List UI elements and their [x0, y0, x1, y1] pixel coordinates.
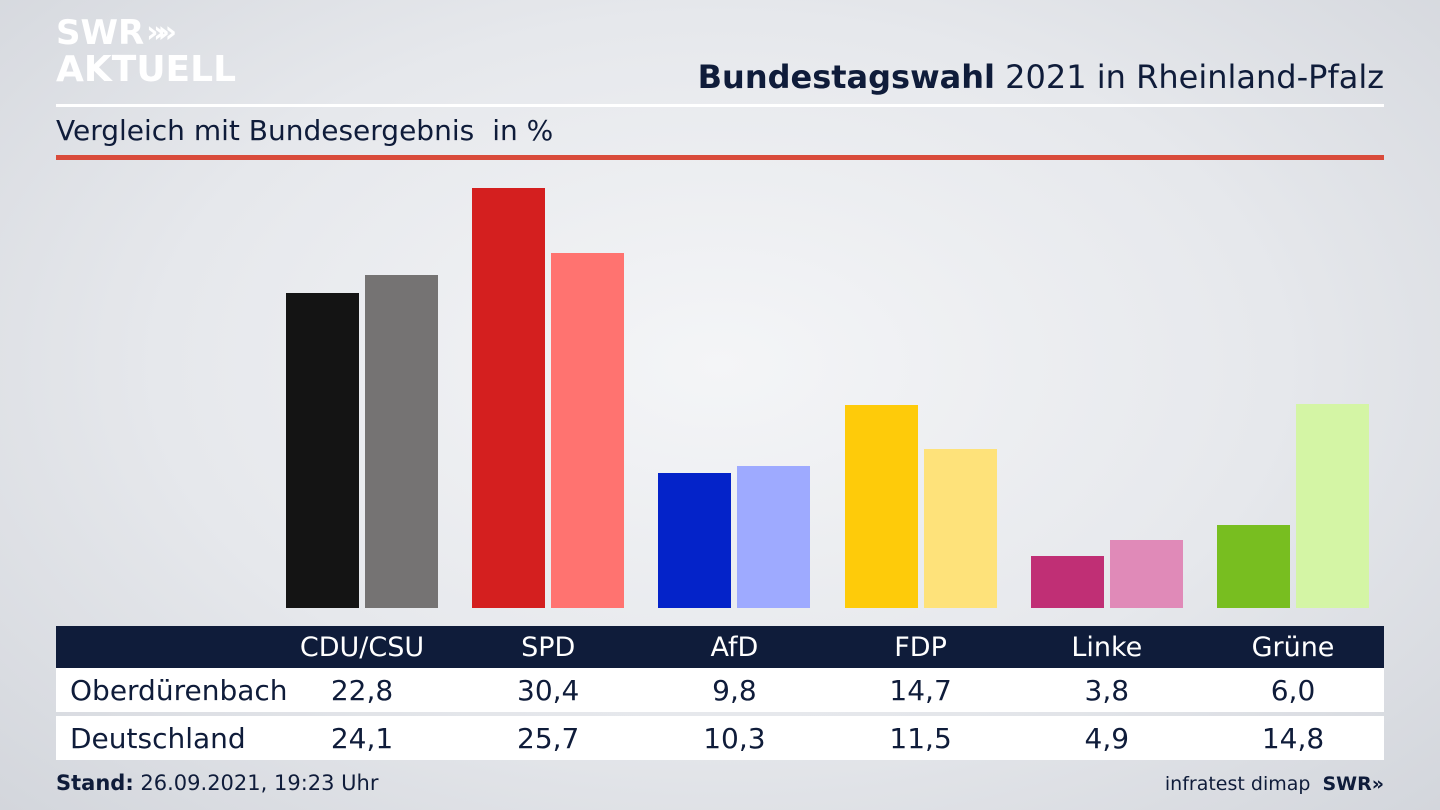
value-cell: 24,1	[330, 721, 394, 755]
bar-national	[551, 252, 625, 608]
stand-label: Stand:	[56, 771, 134, 795]
table-row: Oberdürenbach 22,8 30,4 9,8 14,7 3,8 6,0	[56, 668, 1384, 712]
party-label: Linke	[1071, 631, 1143, 663]
bar-local	[472, 188, 546, 608]
bar-national	[365, 275, 438, 608]
value-cell: 4,9	[1084, 721, 1130, 755]
party-label: CDU/CSU	[299, 631, 425, 663]
row-label: Oberdürenbach	[70, 673, 288, 707]
subtitle-divider	[56, 155, 1384, 160]
subtitle: Vergleich mit Bundesergebnis in %	[56, 114, 553, 147]
logo-chevron-icon: »	[146, 15, 166, 50]
swr-brand: SWR»	[1322, 773, 1384, 795]
table-header-row: CDU/CSU SPD AfD FDP Linke Grüne	[56, 626, 1384, 668]
bar-local	[1030, 555, 1104, 608]
results-table: CDU/CSU SPD AfD FDP Linke Grüne Oberdürenbach…	[56, 626, 1384, 760]
value-cell: 22,8	[330, 673, 394, 707]
value-cell: 3,8	[1084, 673, 1130, 707]
source-credit: infratest dimap SWR»	[1165, 773, 1384, 795]
value-cell: 14,8	[1261, 721, 1325, 755]
subtitle-text: Vergleich mit Bundesergebnis	[56, 114, 475, 147]
bar-national	[923, 449, 997, 608]
logo-chevron-icon: »	[157, 15, 178, 50]
party-label: AfD	[710, 631, 759, 663]
bar-local	[1217, 525, 1290, 608]
timestamp: Stand: 26.09.2021, 19:23 Uhr	[56, 771, 379, 795]
bar-local	[844, 404, 918, 608]
row-label: Deutschland	[70, 721, 246, 755]
bar-local	[658, 472, 732, 608]
title-rest: 2021 in Rheinland-Pfalz	[995, 58, 1384, 96]
swr-aktuell-logo: SWR»» AKTUELL	[56, 16, 236, 88]
value-cell: 14,7	[889, 673, 952, 707]
bar-national	[737, 465, 811, 608]
bar-national	[1109, 540, 1183, 608]
value-cell: 11,5	[889, 721, 952, 755]
table-row: Deutschland 24,1 25,7 10,3 11,5 4,9 14,8	[56, 716, 1384, 760]
brand-chevron-icon: »	[1371, 773, 1384, 795]
title-divider	[56, 104, 1384, 107]
party-label: Grüne	[1251, 631, 1335, 663]
bar-local	[286, 293, 359, 608]
title-bold: Bundestagswahl	[697, 58, 995, 96]
value-cell: 6,0	[1270, 673, 1316, 707]
stand-value: 26.09.2021, 19:23 Uhr	[133, 771, 379, 795]
value-cell: 9,8	[712, 673, 757, 707]
source-name: infratest dimap	[1164, 773, 1311, 795]
party-label: SPD	[521, 631, 576, 663]
value-cell: 25,7	[517, 721, 580, 755]
value-cell: 10,3	[703, 721, 766, 755]
bar-national	[1296, 403, 1369, 608]
page-title: Bundestagswahl 2021 in Rheinland-Pfalz	[698, 58, 1384, 96]
logo-line1: SWR	[56, 13, 145, 53]
value-cell: 30,4	[517, 673, 580, 707]
subtitle-unit: in %	[492, 114, 554, 147]
party-label: FDP	[894, 631, 947, 663]
logo-line2: AKTUELL	[56, 49, 237, 90]
